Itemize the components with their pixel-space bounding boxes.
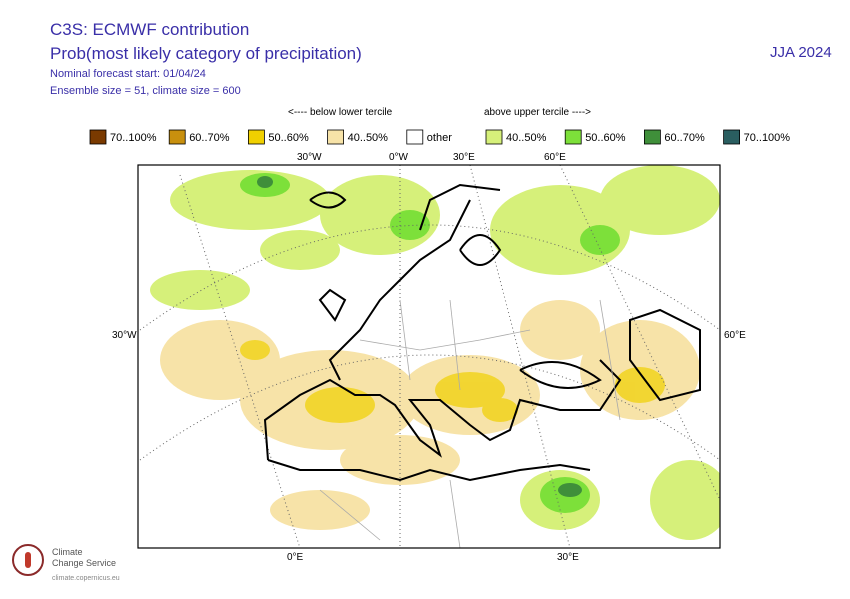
legend-swatch [564, 129, 582, 145]
legend-label: 50..60% [268, 132, 309, 144]
title: C3S: ECMWF contribution [50, 20, 250, 39]
legend-label: 50..60% [585, 132, 626, 144]
legend-swatch [168, 129, 186, 145]
lon-label: 30°E [453, 152, 475, 163]
legend-swatch [485, 129, 503, 145]
above-label: above upper tercile ----> [484, 107, 591, 118]
legend: 70..100% 60..70% 50..60% 40..50% other 40..50… [89, 129, 791, 145]
lon-label: 0°W [389, 152, 409, 163]
forecast-start: Nominal forecast start: 01/04/24 [50, 68, 206, 80]
lon-label: 30°W [297, 152, 322, 163]
legend-swatch [89, 129, 107, 145]
legend-label: 60..70% [189, 132, 230, 144]
map-labels: 30°W 0°W 30°E 60°E 30°W 60°E 0°E 30°E [112, 152, 746, 563]
ensemble-info: Ensemble size = 51, climate size = 600 [50, 85, 241, 97]
coastlines [263, 183, 701, 482]
legend-swatch [723, 129, 740, 145]
graticule [139, 165, 720, 548]
dry-patches-strong [240, 340, 665, 423]
logo: Climate Change Service climate.copernicu… [12, 544, 120, 582]
legend-label: 40..50% [506, 132, 547, 144]
lon-label: 0°E [287, 552, 304, 563]
lon-label: 30°W [112, 330, 137, 341]
lon-label: 60°E [544, 152, 566, 163]
legend-swatch [247, 129, 265, 145]
map [138, 165, 720, 548]
below-label: <---- below lower tercile [288, 107, 393, 118]
logo-line1: Climate [52, 547, 83, 557]
legend-swatch [406, 129, 424, 145]
logo-line2: Change Service [52, 558, 116, 568]
wet-patches [150, 165, 720, 540]
lon-label: 60°E [724, 330, 746, 341]
subtitle: Prob(most likely category of precipitati… [50, 44, 362, 63]
legend-label: 70..100% [744, 132, 791, 144]
legend-swatch [327, 129, 345, 145]
legend-label: other [427, 132, 452, 144]
legend-label: 60..70% [664, 132, 705, 144]
legend-label: 40..50% [348, 132, 389, 144]
borders [319, 299, 621, 548]
logo-url: climate.copernicus.eu [52, 575, 120, 582]
legend-swatch [644, 129, 661, 145]
season: JJA 2024 [770, 44, 832, 61]
lon-label: 30°E [557, 552, 579, 563]
legend-label: 70..100% [110, 132, 157, 144]
